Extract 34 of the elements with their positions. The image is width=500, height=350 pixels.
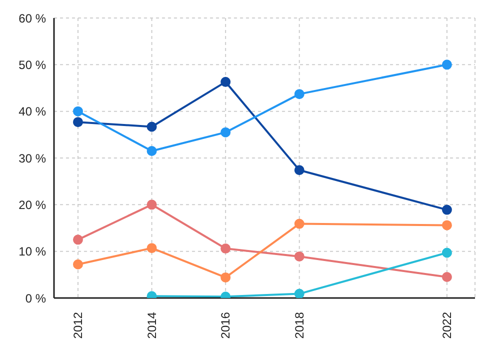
y-tick-label: 0 % (25, 291, 46, 306)
x-tick-label: 2022 (440, 312, 454, 339)
y-tick-label: 20 % (18, 198, 46, 212)
point (442, 272, 452, 282)
point (294, 89, 304, 100)
y-tick-label: 10 % (18, 244, 46, 259)
point (294, 288, 304, 298)
point (294, 218, 304, 229)
point (442, 60, 452, 70)
x-tick-label: 2016 (218, 312, 233, 339)
point (146, 243, 157, 254)
point (72, 117, 83, 128)
point (442, 204, 452, 215)
point (72, 259, 83, 270)
y-tick-label: 60 % (18, 11, 46, 26)
x-tick-label: 2018 (292, 312, 306, 339)
point (220, 76, 231, 87)
point (220, 272, 231, 282)
point (294, 165, 304, 176)
x-tick-label: 2014 (144, 312, 159, 339)
point (72, 234, 83, 245)
y-tick-label: 40 % (18, 104, 46, 119)
point (220, 244, 231, 254)
point (146, 200, 157, 210)
x-tick-label: 2012 (70, 312, 85, 339)
y-tick-label: 30 % (18, 151, 46, 166)
point (146, 146, 157, 156)
point (442, 248, 452, 258)
point (294, 251, 304, 262)
point (72, 106, 83, 116)
y-tick-label: 50 % (18, 58, 46, 72)
point (146, 122, 157, 132)
point (220, 127, 231, 138)
point (442, 220, 452, 230)
